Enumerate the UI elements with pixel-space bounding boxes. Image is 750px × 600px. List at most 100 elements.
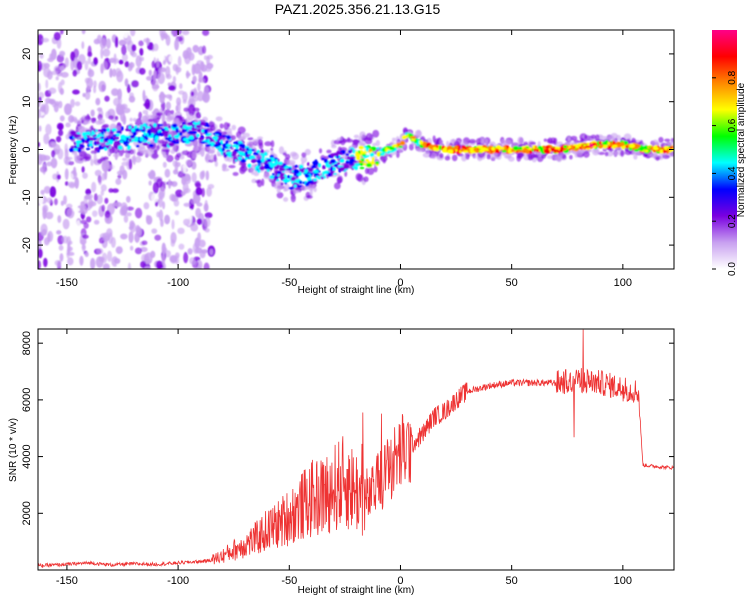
spectrogram-cell [241, 149, 246, 152]
spectrogram-cell [358, 145, 364, 150]
spectrogram-cell [432, 135, 436, 143]
spectrogram-cell [148, 69, 152, 77]
spectrogram-cell [113, 201, 122, 208]
spectrogram-cell [221, 147, 225, 152]
spectrogram-cell [168, 142, 175, 147]
spectrogram-cell [168, 179, 172, 189]
spectrogram-cell [66, 248, 70, 259]
spectrogram-cell [534, 154, 538, 159]
spectrogram-cell [330, 153, 336, 157]
spectrogram-cell [58, 81, 63, 93]
spectrogram-cell [128, 231, 134, 244]
spectrogram-cell [126, 195, 131, 203]
spectrogram-cell [66, 203, 73, 209]
spectrogram-cell [138, 127, 144, 130]
spectrogram-cell [42, 205, 48, 214]
spectrogram-cell [338, 140, 343, 144]
spectrogram-cell [59, 115, 65, 122]
spectrogram-cell [183, 107, 189, 112]
spectrogram-cell [155, 112, 163, 116]
spectrogram-cell [214, 161, 218, 167]
spectrogram-cell [56, 174, 61, 180]
spectrogram-cell [112, 153, 121, 158]
spectrogram-cell [129, 117, 133, 122]
spectrogram-cell [72, 69, 78, 77]
spectrogram-cell [63, 195, 67, 205]
spectrogram-cell [182, 30, 190, 36]
spectrogram-cell [325, 164, 331, 168]
spectrogram-cell [174, 38, 179, 51]
spectrogram-cell [146, 37, 150, 46]
spectrogram-cell [93, 193, 98, 202]
spectrogram-cell [360, 158, 365, 162]
spectrogram-cell [419, 140, 424, 145]
spectrogram-cell [120, 126, 124, 131]
snr-plot-area [38, 329, 674, 570]
spectrogram-cell [128, 146, 132, 149]
spectrogram-cell [599, 136, 608, 141]
spectrogram-cell [231, 124, 237, 131]
spectrogram-cell [468, 139, 476, 144]
spectrogram-cell [143, 102, 150, 107]
snr-y-tick-label: 4000 [21, 444, 33, 468]
spectrogram-cell [158, 67, 163, 74]
spectrogram-cell [219, 123, 224, 129]
spectrogram-cell [230, 135, 236, 141]
spectrogram-cell [324, 156, 329, 160]
spectrogram-cell [168, 85, 176, 91]
spectrogram-cell [123, 31, 129, 39]
spectrogram-cell [135, 226, 142, 237]
spectrogram-cell [307, 167, 314, 173]
spectrogram-cell [194, 127, 198, 131]
spectrogram-cell [108, 115, 114, 120]
spectrogram-cell [277, 161, 283, 165]
spectrogram-cell [66, 207, 75, 219]
spectrogram-cell [50, 70, 59, 75]
spectrogram-cell [148, 143, 154, 148]
spectrogram-cell [170, 231, 177, 244]
snr-y-tick-label: 2000 [21, 501, 33, 525]
spectrogram-cell [253, 171, 260, 177]
spectrogram-cell [98, 175, 102, 186]
spectrogram-cell [67, 257, 74, 266]
spectrogram-cell [102, 263, 110, 269]
spectrogram-cell [182, 182, 189, 195]
spectrogram-cell [84, 251, 89, 258]
spectrogram-cell [259, 152, 266, 156]
spectrogram-cell [120, 104, 126, 111]
spectrogram-cell [291, 152, 299, 160]
spectrogram-cell [65, 122, 71, 128]
spectrogram-cell [659, 149, 665, 154]
spectrogram-cell [153, 123, 157, 128]
spectrogram-cell [359, 131, 366, 139]
spectrogram-cell [162, 161, 167, 168]
spectrogram-cell [149, 128, 155, 131]
spectrogram-cell [50, 141, 57, 147]
spectrogram-cell [156, 145, 160, 151]
spectrogram-cell [86, 86, 90, 92]
spectrogram-cell [209, 124, 216, 132]
spectrogram-cell [595, 134, 600, 143]
spectrogram-cell [365, 158, 369, 163]
spectrogram-cell [82, 93, 86, 98]
spectrogram-cell [654, 147, 659, 151]
spectrogram-cell [60, 30, 64, 35]
spectrogram-cell [185, 116, 190, 124]
snr-x-tick-label: -100 [167, 575, 189, 587]
spectrogram-cell [134, 207, 143, 219]
spectrogram-cell [138, 111, 143, 120]
spectrogram-cell [570, 135, 578, 141]
spectrogram-cell [147, 141, 151, 144]
spectrogram-cell [97, 118, 106, 125]
snr-frame [37, 328, 675, 571]
spectrogram-cell [83, 135, 88, 140]
spectrogram-cell [363, 176, 369, 183]
spectrogram-cell [104, 210, 111, 219]
spectrogram-cell [182, 137, 189, 142]
spectrogram-cell [233, 141, 237, 145]
spectrogram-cell [139, 47, 144, 56]
spectrogram-cell [120, 202, 128, 214]
spectrogram-cell [145, 76, 153, 81]
spectrogram-x-tick-label: 50 [506, 277, 518, 289]
